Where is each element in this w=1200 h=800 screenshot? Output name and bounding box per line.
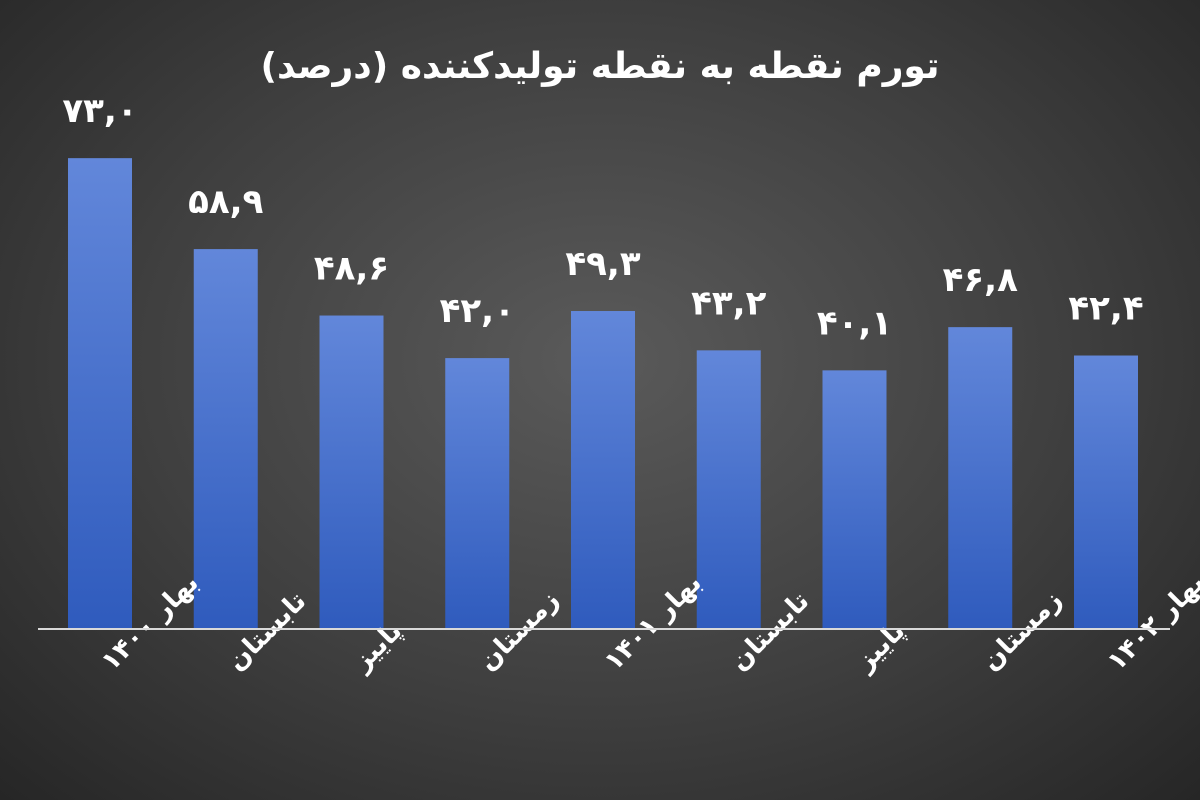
- value-label: ۴۹,۳: [565, 244, 640, 284]
- bars-group: [68, 158, 1138, 629]
- value-label: ۴۸,۶: [314, 249, 389, 289]
- value-label: ۴۲,۴: [1068, 289, 1143, 329]
- value-label: ۷۳,۰: [62, 91, 137, 131]
- bar: [193, 249, 258, 629]
- bar: [68, 158, 132, 629]
- bar: [822, 370, 887, 629]
- chart-title: تورم نقطه به نقطه تولیدکننده (درصد): [260, 46, 939, 87]
- value-label: ۵۸,۹: [188, 182, 263, 222]
- bar: [1074, 355, 1138, 629]
- value-label: ۴۰,۱: [817, 303, 892, 343]
- bar: [571, 311, 635, 629]
- category-labels-group: بهار ۱۴۰۰ تابستان پاییز زمستان بهار ۱۴۰۱ تابس…: [96, 568, 1200, 678]
- value-labels-group: ۷۳,۰ ۵۸,۹ ۴۸,۶ ۴۲,۰ ۴۹,۳ ۴۳,۲ ۴۰,۱ ۴۶,۸ ۴۲,۴: [62, 91, 1143, 343]
- bar: [948, 327, 1013, 629]
- value-label: ۴۳,۲: [691, 283, 766, 323]
- value-label: ۴۲,۰: [440, 291, 515, 331]
- bar: [319, 315, 384, 629]
- value-label: ۴۶,۸: [943, 260, 1018, 300]
- bar: [445, 358, 510, 629]
- bar: [696, 350, 761, 629]
